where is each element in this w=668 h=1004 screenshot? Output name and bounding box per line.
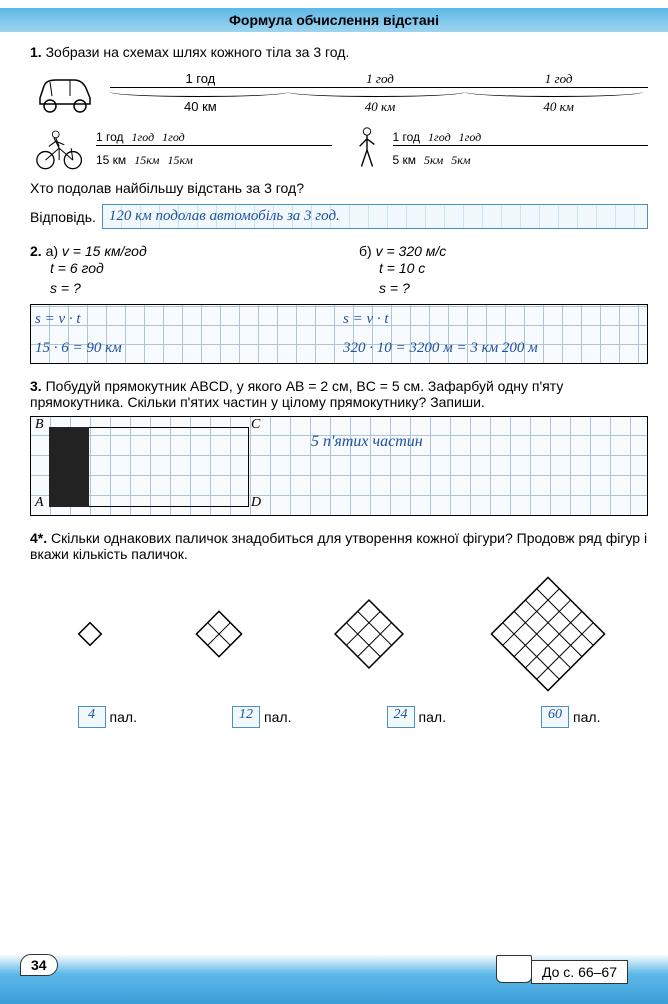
book-reference: До с. 66–67 xyxy=(531,960,628,984)
task4-text: Скільки однакових паличок знадобиться дл… xyxy=(30,530,647,562)
pal-val-0: 4 xyxy=(78,706,106,728)
task2a-l3: s = ? xyxy=(50,279,319,299)
label-C: C xyxy=(251,417,260,433)
task-1: 1. Зобрази на схемах шлях кожного тіла з… xyxy=(30,44,648,229)
rect-shaded xyxy=(49,427,89,507)
car-bot-0: 40 км xyxy=(184,99,217,115)
task2b-label: б) xyxy=(359,243,372,259)
pal-4: 60 пал. xyxy=(541,706,600,728)
pal-label-3: пал. xyxy=(573,709,600,725)
walk-bot-0: 5 км xyxy=(393,153,417,168)
task2-num: 2. xyxy=(30,243,42,259)
pal-val-3: 60 xyxy=(541,706,569,728)
header-title: Формула обчислення відстані xyxy=(229,12,439,28)
bike-bot-2: 15км xyxy=(167,153,192,168)
walker-icon xyxy=(347,126,387,172)
diamond-4 xyxy=(488,574,608,694)
walk-top-1: 1год xyxy=(428,130,451,145)
bike-bot-0: 15 км xyxy=(96,153,126,168)
task-3: 3. Побудуй прямокутник ABCD, у якого AB … xyxy=(30,378,648,516)
answer-label: Відповідь. xyxy=(30,209,96,225)
task1-question: Хто подолав найбільшу відстань за 3 год? xyxy=(30,180,648,196)
walk-top-0: 1 год xyxy=(393,130,421,145)
label-A: A xyxy=(35,495,44,511)
task3-text: Побудуй прямокутник ABCD, у якого AB = 2… xyxy=(30,378,563,410)
car-diagram: 1 год 1 год 1 год 40 км 40 км 40 км xyxy=(30,68,648,118)
walk-bot-1: 5км xyxy=(424,153,443,168)
task4-num: 4*. xyxy=(30,530,47,546)
bike-top-0: 1 год xyxy=(96,130,124,145)
car-top-0: 1 год xyxy=(185,71,215,87)
car-bot-2: 40 км xyxy=(543,99,574,115)
pal-val-2: 24 xyxy=(387,706,415,728)
task3-answer: 5 п'ятих частин xyxy=(311,433,423,451)
diamond-1 xyxy=(70,614,110,654)
bike-icon xyxy=(30,126,90,172)
car-bot-1: 40 км xyxy=(365,99,396,115)
diamond-3 xyxy=(329,594,409,674)
task2b-l3: s = ? xyxy=(379,279,648,299)
work-a1: s = v · t xyxy=(31,311,339,328)
task2b-l1: v = 320 м/с xyxy=(376,243,447,259)
bike-diagram: 1 год 1год 1год 15 км 15км 15км xyxy=(30,126,332,172)
walk-top-2: 1год xyxy=(459,130,482,145)
task2a-l1: v = 15 км/год xyxy=(62,243,147,259)
pal-label-2: пал. xyxy=(419,709,446,725)
task2a-label: а) xyxy=(46,243,58,259)
bike-bot-1: 15км xyxy=(134,153,159,168)
work-b1: s = v · t xyxy=(339,311,647,328)
task3-num: 3. xyxy=(30,378,42,394)
task1-text: Зобрази на схемах шлях кожного тіла за 3… xyxy=(46,44,350,60)
car-top-1: 1 год xyxy=(366,71,394,87)
car-icon xyxy=(30,68,100,118)
task2-workgrid: s = v · t s = v · t 15 · 6 = 90 км 320 ·… xyxy=(30,304,648,364)
page-header: Формула обчислення відстані xyxy=(0,8,668,32)
car-top-2: 1 год xyxy=(545,71,573,87)
task2b-l2: t = 10 с xyxy=(379,259,648,279)
bike-top-1: 1год xyxy=(132,130,155,145)
walk-bot-2: 5км xyxy=(451,153,470,168)
task-4: 4*. Скільки однакових паличок знадобитьс… xyxy=(30,530,648,728)
walker-diagram: 1 год 1год 1год 5 км 5км 5км xyxy=(347,126,649,172)
pal-3: 24 пал. xyxy=(387,706,446,728)
label-B: B xyxy=(35,417,44,433)
task2a-l2: t = 6 год xyxy=(50,259,319,279)
pal-val-1: 12 xyxy=(232,706,260,728)
pal-label-1: пал. xyxy=(264,709,291,725)
label-D: D xyxy=(251,495,261,511)
work-b2: 320 · 10 = 3200 м = 3 км 200 м xyxy=(339,340,647,357)
task3-grid: B C A D 5 п'ятих частин xyxy=(30,416,648,516)
pal-1: 4 пал. xyxy=(78,706,137,728)
diamond-2 xyxy=(189,604,249,664)
task1-num: 1. xyxy=(30,44,42,60)
page-number: 34 xyxy=(20,954,58,976)
task1-answer: 120 км подолав автомобіль за 3 год. xyxy=(102,204,648,229)
work-a2: 15 · 6 = 90 км xyxy=(31,340,339,357)
bike-top-2: 1год xyxy=(162,130,185,145)
pal-2: 12 пал. xyxy=(232,706,291,728)
pal-label-0: пал. xyxy=(110,709,137,725)
task-2: 2. а) v = 15 км/год t = 6 год s = ? б) v… xyxy=(30,243,648,364)
